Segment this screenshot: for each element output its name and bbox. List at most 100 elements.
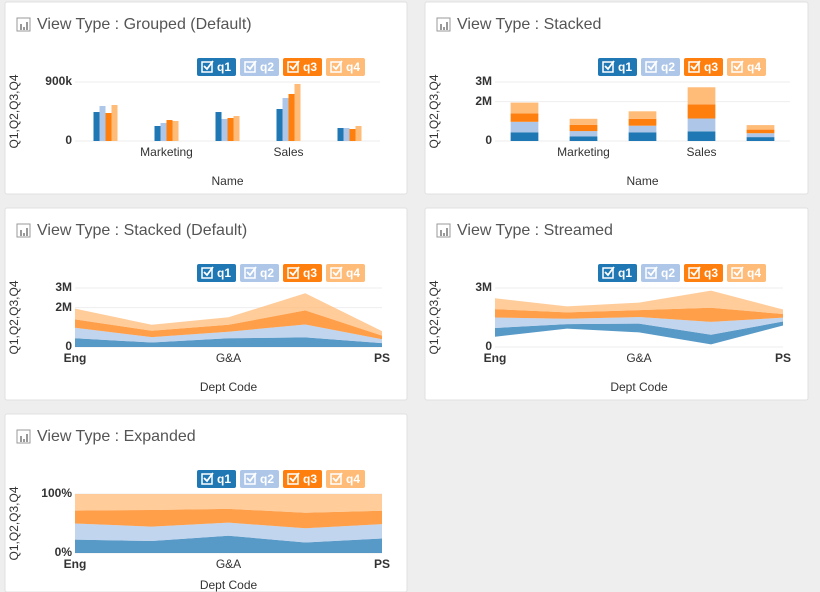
- bar: [294, 83, 301, 141]
- legend-checkbox: [688, 61, 700, 73]
- legend-item[interactable]: q1: [598, 58, 637, 76]
- legend-label: q1: [217, 266, 231, 280]
- area: [495, 307, 783, 322]
- legend-item[interactable]: q4: [326, 470, 365, 488]
- y-tick-label: 2M: [55, 300, 72, 314]
- bar: [227, 117, 234, 141]
- icon-frame: [16, 223, 31, 238]
- x-tick-label: Eng: [64, 557, 87, 571]
- y-tick-label: 0: [65, 339, 72, 353]
- legend-item[interactable]: q3: [283, 470, 322, 488]
- legend-check: [289, 60, 300, 71]
- bar-segment: [569, 118, 598, 125]
- chart-icon: [16, 223, 31, 238]
- legend-item[interactable]: q1: [197, 58, 236, 76]
- icon-frame: [436, 17, 451, 32]
- legend-item[interactable]: q2: [240, 58, 279, 76]
- legend-label: q4: [346, 266, 360, 280]
- icon-frame: [436, 223, 451, 238]
- legend-check: [203, 472, 214, 483]
- x-tick-label: Marketing: [140, 145, 193, 159]
- legend-item[interactable]: q2: [641, 58, 680, 76]
- bar: [166, 120, 173, 141]
- x-axis-title: Name: [211, 174, 243, 188]
- legend-check: [332, 60, 343, 71]
- bar: [154, 125, 161, 141]
- bar: [172, 121, 179, 141]
- icon-bar: [20, 230, 22, 236]
- legend-item[interactable]: q1: [197, 264, 236, 282]
- legend-item[interactable]: q2: [240, 264, 279, 282]
- bar-segment: [510, 132, 539, 141]
- bar-segment: [569, 124, 598, 132]
- legend-label: q3: [704, 60, 718, 74]
- x-tick-label: Eng: [64, 351, 87, 365]
- icon-bar: [446, 228, 448, 236]
- legend-checkbox: [330, 267, 342, 279]
- icon-bar: [440, 230, 442, 236]
- legend-item[interactable]: q1: [598, 264, 637, 282]
- legend-check: [289, 266, 300, 277]
- legend-label: q2: [260, 266, 274, 280]
- icon-bar: [23, 439, 25, 442]
- legend-checkbox: [244, 61, 256, 73]
- area: [75, 293, 382, 336]
- legend-item[interactable]: q4: [727, 58, 766, 76]
- legend-check: [690, 60, 701, 71]
- y-axis-title: Q1,Q2,Q3,Q4: [427, 280, 441, 354]
- legend-checkbox: [602, 61, 614, 73]
- legend-item[interactable]: q3: [283, 58, 322, 76]
- legend-checkbox: [287, 473, 299, 485]
- icon-bar: [20, 436, 22, 442]
- chart-panel: View Type : Grouped (Default) q1 q2 q3 q4 Q1,…: [4, 1, 408, 195]
- legend-label: q2: [661, 266, 675, 280]
- area: [75, 535, 382, 553]
- x-tick-label: Sales: [686, 145, 716, 159]
- x-tick-label: G&A: [216, 351, 241, 365]
- area: [75, 310, 382, 340]
- legend-item[interactable]: q2: [641, 264, 680, 282]
- icon-bar: [443, 233, 445, 236]
- icon-bar: [23, 233, 25, 236]
- bar: [160, 122, 167, 141]
- legend-item[interactable]: q3: [684, 58, 723, 76]
- legend-item[interactable]: q4: [727, 264, 766, 282]
- bar-segment: [510, 121, 539, 133]
- legend-check: [604, 60, 615, 71]
- legend-checkbox: [330, 473, 342, 485]
- bar-segment: [628, 111, 657, 119]
- icon-bar: [26, 434, 28, 442]
- bar: [288, 93, 295, 141]
- bar-segment: [628, 118, 657, 126]
- bar-segment: [628, 125, 657, 133]
- legend-item[interactable]: q1: [197, 470, 236, 488]
- chart-title: View Type : Streamed: [457, 222, 613, 239]
- legend-checkbox: [330, 61, 342, 73]
- chart-title: View Type : Expanded: [37, 428, 196, 445]
- chart-panel: View Type : Expanded q1 q2 q3 q4 Q1,Q2,Q3,Q4 0…: [4, 413, 408, 592]
- legend-item[interactable]: q4: [326, 58, 365, 76]
- chart-icon: [436, 223, 451, 238]
- legend-item[interactable]: q2: [240, 470, 279, 488]
- legend-check: [733, 60, 744, 71]
- legend-item[interactable]: q3: [283, 264, 322, 282]
- legend-item[interactable]: q4: [326, 264, 365, 282]
- panel-background: [4, 1, 408, 195]
- chart-icon: [16, 17, 31, 32]
- bar-segment: [687, 131, 716, 141]
- bar: [215, 112, 222, 141]
- y-tick-label: 100%: [41, 486, 72, 500]
- legend-check: [604, 266, 615, 277]
- y-tick-label: 2M: [475, 94, 492, 108]
- legend-check: [203, 60, 214, 71]
- area: [75, 508, 382, 529]
- icon-bar: [26, 22, 28, 30]
- chart-icon: [16, 429, 31, 444]
- x-axis-title: Name: [626, 174, 658, 188]
- legend-checkbox: [287, 61, 299, 73]
- legend-checkbox: [688, 267, 700, 279]
- legend-item[interactable]: q3: [684, 264, 723, 282]
- bar-segment: [569, 136, 598, 141]
- legend-label: q3: [303, 60, 317, 74]
